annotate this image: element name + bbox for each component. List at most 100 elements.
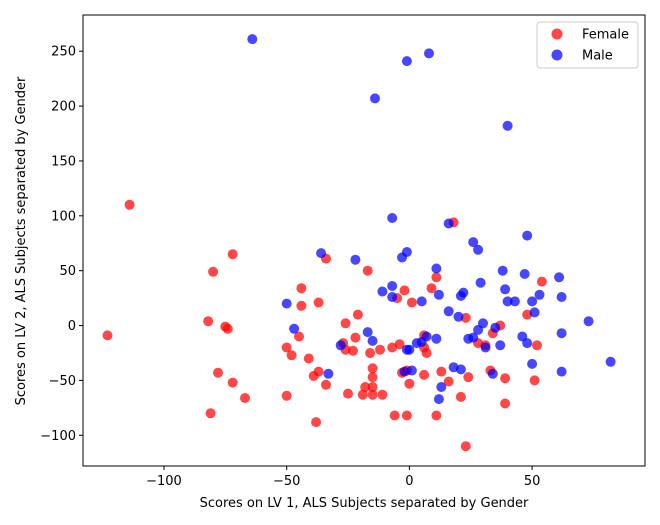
point-female bbox=[460, 441, 471, 452]
point-female bbox=[208, 266, 219, 277]
point-female bbox=[286, 350, 297, 361]
point-male bbox=[281, 298, 292, 309]
point-male bbox=[443, 306, 454, 317]
points-layer bbox=[102, 34, 616, 452]
point-female bbox=[421, 348, 432, 358]
point-female bbox=[367, 363, 378, 374]
point-male bbox=[519, 269, 530, 279]
point-female bbox=[401, 410, 412, 421]
point-female bbox=[455, 391, 466, 402]
legend: Female Male bbox=[536, 21, 639, 69]
point-male bbox=[556, 366, 567, 377]
point-female bbox=[303, 353, 314, 364]
point-male bbox=[362, 327, 373, 338]
y-tick-label: 250 bbox=[51, 45, 76, 60]
point-female bbox=[357, 389, 368, 400]
point-female bbox=[419, 369, 430, 380]
point-female bbox=[367, 372, 378, 383]
point-male bbox=[367, 335, 378, 346]
point-male bbox=[247, 34, 258, 45]
point-female bbox=[426, 283, 437, 294]
point-female bbox=[389, 410, 400, 421]
point-male bbox=[416, 296, 427, 307]
point-male bbox=[554, 272, 565, 283]
point-female bbox=[227, 249, 238, 260]
point-male bbox=[556, 292, 567, 302]
point-male bbox=[335, 340, 346, 351]
point-male bbox=[475, 277, 486, 288]
y-tick-label: 50 bbox=[59, 264, 76, 279]
y-tick-label: 150 bbox=[51, 154, 76, 169]
y-tick-label: 200 bbox=[51, 100, 76, 115]
point-female bbox=[296, 300, 307, 311]
point-male bbox=[468, 332, 479, 343]
x-axis-ticks: −100 −50 0 50 bbox=[146, 466, 540, 489]
point-male bbox=[487, 368, 498, 379]
x-axis-label: Scores on LV 1, ALS Subjects separated b… bbox=[200, 496, 529, 511]
point-female bbox=[443, 376, 454, 387]
point-male bbox=[289, 323, 300, 334]
point-female bbox=[213, 367, 223, 378]
point-male bbox=[387, 292, 398, 302]
point-female bbox=[532, 340, 542, 351]
point-male bbox=[424, 48, 434, 59]
point-male bbox=[316, 248, 327, 259]
point-male bbox=[556, 328, 567, 339]
point-female bbox=[308, 371, 319, 381]
point-male bbox=[522, 230, 533, 241]
point-female bbox=[360, 382, 371, 392]
point-male bbox=[433, 289, 444, 300]
point-male bbox=[433, 394, 444, 405]
y-tick-label: −50 bbox=[49, 374, 76, 389]
point-male bbox=[350, 254, 361, 265]
point-male bbox=[421, 331, 432, 342]
point-female bbox=[222, 323, 233, 334]
point-female bbox=[350, 332, 361, 343]
point-female bbox=[311, 417, 322, 428]
point-male bbox=[401, 247, 412, 257]
legend-label-female: Female bbox=[582, 28, 629, 43]
point-male bbox=[529, 307, 540, 318]
point-male bbox=[468, 237, 479, 248]
point-female bbox=[463, 372, 474, 383]
point-female bbox=[362, 265, 373, 276]
point-male bbox=[370, 93, 380, 104]
point-male bbox=[431, 333, 442, 344]
point-male bbox=[522, 338, 533, 349]
x-tick-label: 0 bbox=[405, 474, 413, 489]
point-female bbox=[281, 342, 292, 353]
point-male bbox=[377, 286, 388, 297]
point-male bbox=[502, 296, 513, 307]
point-female bbox=[536, 276, 547, 287]
point-female bbox=[406, 297, 417, 308]
x-tick-label: 50 bbox=[524, 474, 541, 489]
point-female bbox=[367, 389, 378, 400]
point-female bbox=[529, 375, 540, 386]
y-axis-ticks: −100 −50 0 50 100 150 200 250 bbox=[40, 45, 83, 444]
point-male bbox=[583, 316, 594, 327]
point-female bbox=[124, 199, 135, 210]
point-male bbox=[401, 344, 412, 355]
point-female bbox=[343, 388, 353, 399]
point-female bbox=[367, 382, 378, 392]
point-male bbox=[534, 289, 545, 300]
point-female bbox=[431, 272, 442, 283]
point-female bbox=[321, 379, 331, 390]
point-male bbox=[480, 342, 491, 353]
point-female bbox=[375, 344, 385, 355]
point-female bbox=[227, 377, 238, 388]
point-female bbox=[352, 309, 363, 320]
point-male bbox=[387, 213, 398, 223]
point-female bbox=[340, 318, 351, 329]
point-male bbox=[431, 263, 442, 274]
point-female bbox=[365, 348, 376, 358]
point-male bbox=[455, 364, 466, 375]
point-male bbox=[406, 365, 417, 376]
legend-marker-female bbox=[551, 28, 563, 40]
point-female bbox=[394, 339, 405, 350]
point-male bbox=[605, 356, 616, 367]
point-male bbox=[497, 265, 508, 276]
legend-marker-male bbox=[551, 49, 563, 61]
point-male bbox=[443, 218, 454, 229]
